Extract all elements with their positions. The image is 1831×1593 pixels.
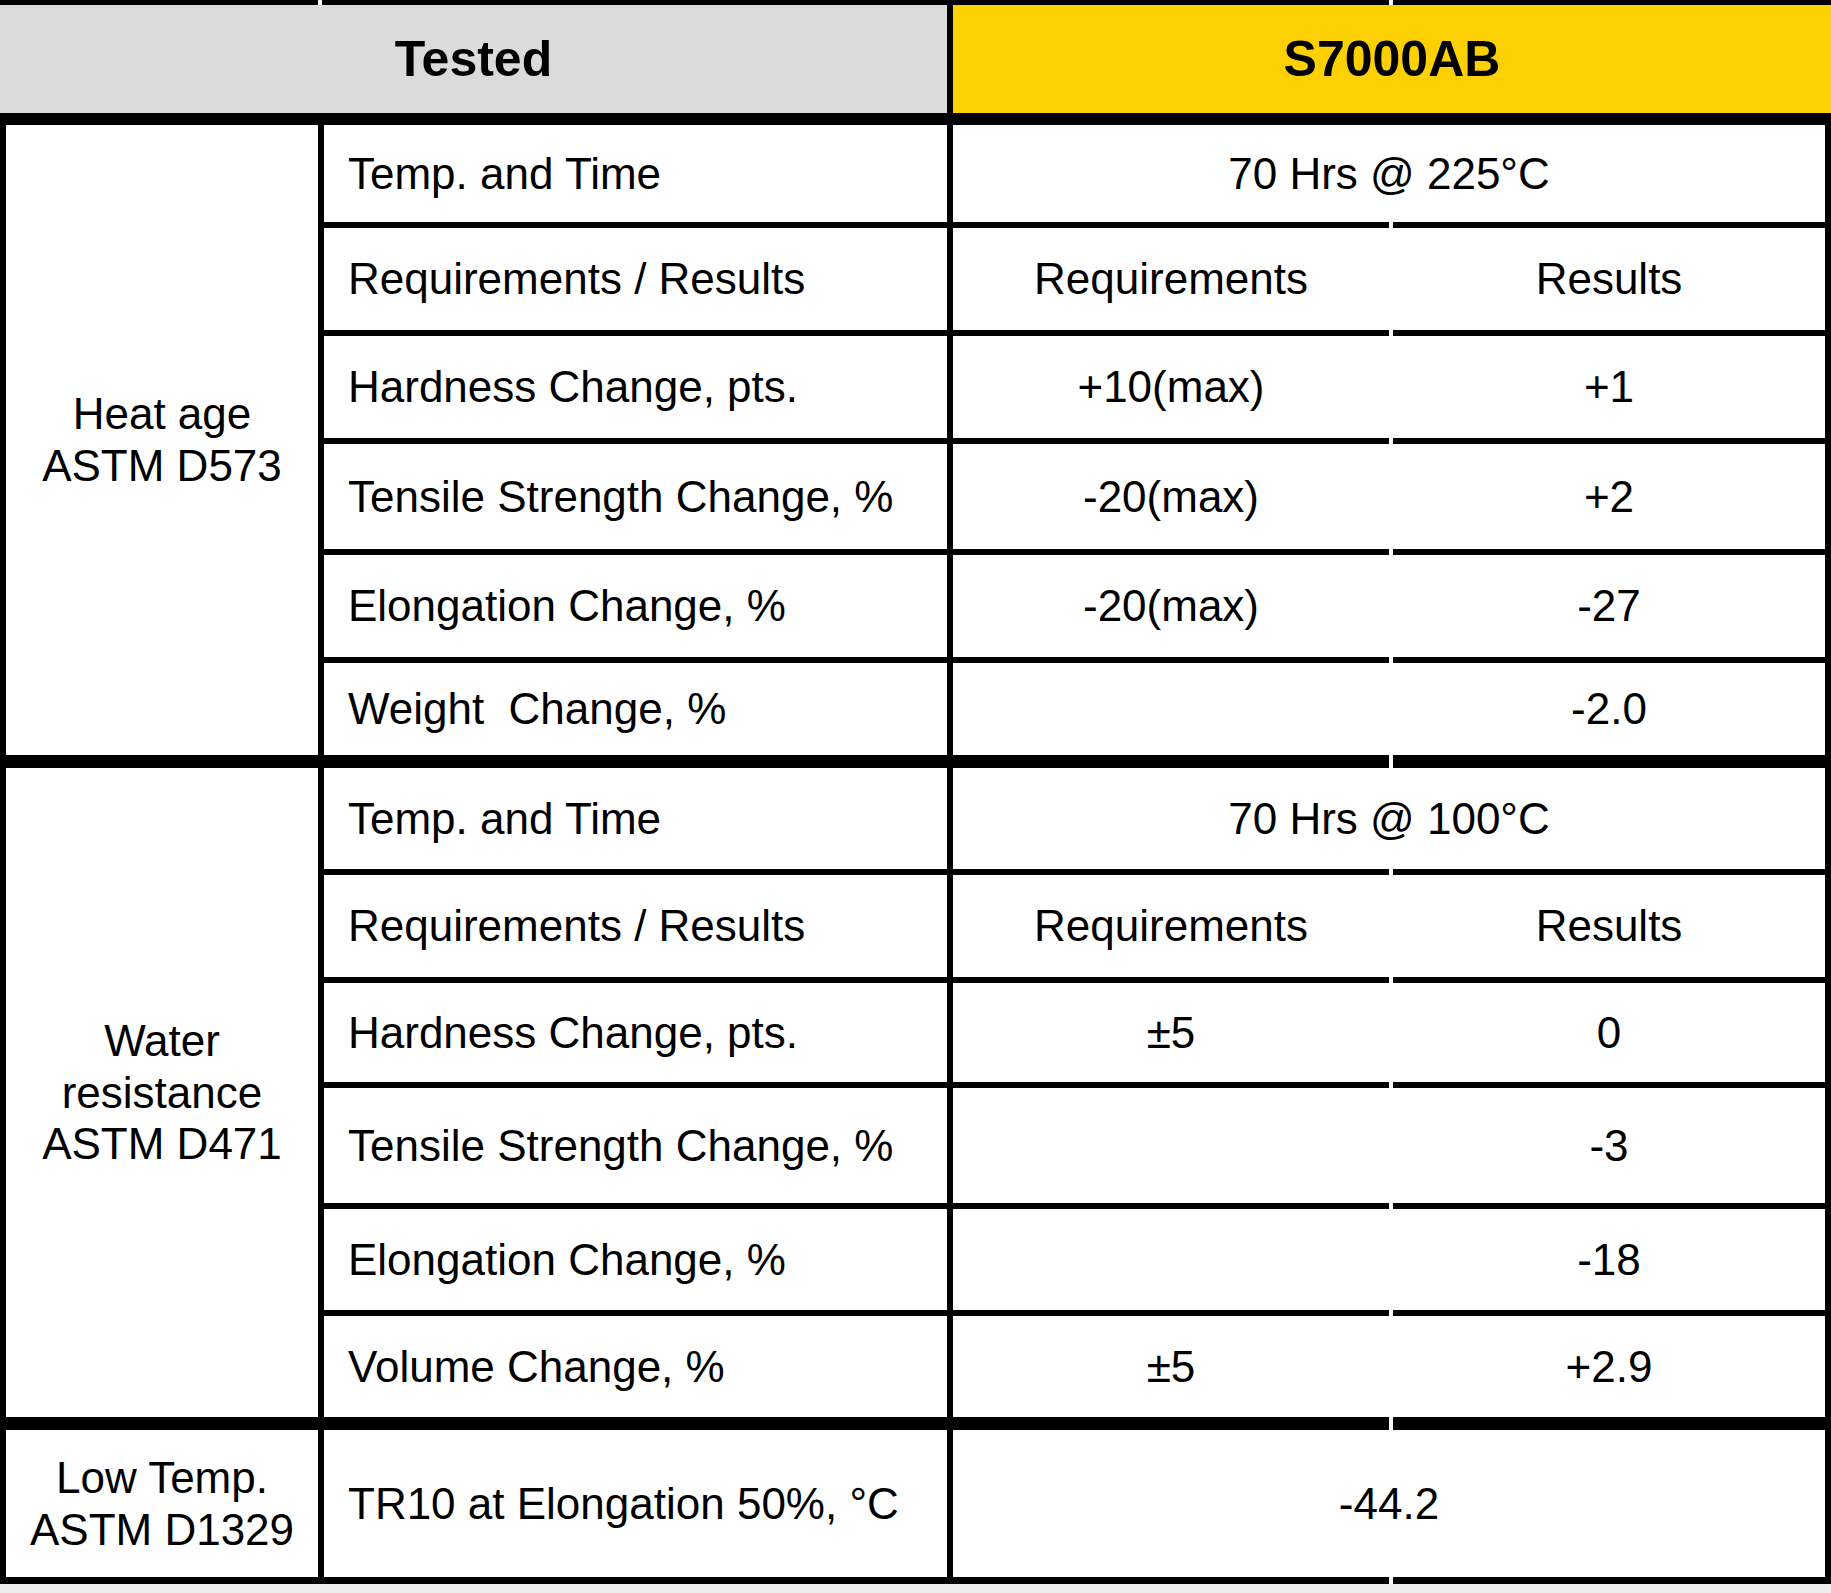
results-cell: +2.9 xyxy=(1393,1316,1825,1417)
table-row: Requirements / Results Requirements Resu… xyxy=(324,875,1825,977)
results-cell: +2 xyxy=(1393,444,1825,549)
table-row: Volume Change, % ±5 +2.9 xyxy=(324,1316,1825,1417)
header-bottom-rule xyxy=(0,113,1831,125)
group-cell-heat-age: Heat age ASTM D573 xyxy=(6,125,318,755)
group-cell-low-temp: Low Temp. ASTM D1329 xyxy=(6,1430,318,1577)
requirements-cell: -20(max) xyxy=(953,444,1389,549)
section-heat-age: Heat age ASTM D573 Temp. and Time 70 Hrs… xyxy=(6,125,1825,755)
requirements-cell: ±5 xyxy=(953,983,1389,1082)
requirements-cell xyxy=(953,1209,1389,1310)
table-row: Temp. and Time 70 Hrs @ 100°C xyxy=(324,768,1825,869)
tested-header-cell: Tested xyxy=(0,5,947,113)
table-row: Requirements / Results Requirements Resu… xyxy=(324,228,1825,330)
table-row: Hardness Change, pts. ±5 0 xyxy=(324,983,1825,1082)
table-row: Hardness Change, pts. +10(max) +1 xyxy=(324,336,1825,438)
table-row: Tensile Strength Change, % -20(max) +2 xyxy=(324,444,1825,549)
param-cell: Tensile Strength Change, % xyxy=(324,444,947,549)
results-cell: -3 xyxy=(1393,1088,1825,1203)
table-row: Tensile Strength Change, % -3 xyxy=(324,1088,1825,1203)
span-value-cell: 70 Hrs @ 225°C xyxy=(953,125,1825,222)
table-body: Heat age ASTM D573 Temp. and Time 70 Hrs… xyxy=(0,125,1831,1577)
requirements-cell: Requirements xyxy=(953,875,1389,977)
param-cell: Weight Change, % xyxy=(324,663,947,755)
table-bottom-border xyxy=(0,1577,1831,1584)
param-cell: Elongation Change, % xyxy=(324,1209,947,1310)
param-cell: Tensile Strength Change, % xyxy=(324,1088,947,1203)
header-row: Tested S7000AB xyxy=(0,5,1831,113)
page-background-strip xyxy=(0,1584,1831,1593)
results-cell: +1 xyxy=(1393,336,1825,438)
results-cell: 0 xyxy=(1393,983,1825,1082)
requirements-cell: ±5 xyxy=(953,1316,1389,1417)
table-row: Elongation Change, % -20(max) -27 xyxy=(324,555,1825,657)
requirements-cell: Requirements xyxy=(953,228,1389,330)
param-cell: Requirements / Results xyxy=(324,875,947,977)
param-cell: TR10 at Elongation 50%, °C xyxy=(324,1430,947,1577)
tested-header-label: Tested xyxy=(395,30,552,89)
requirements-cell xyxy=(953,663,1389,755)
table-row: TR10 at Elongation 50%, °C -44.2 xyxy=(324,1430,1825,1577)
param-cell: Volume Change, % xyxy=(324,1316,947,1417)
group-cell-water-resistance: Water resistance ASTM D471 xyxy=(6,768,318,1417)
section-water-resistance: Water resistance ASTM D471 Temp. and Tim… xyxy=(6,768,1825,1417)
results-cell: -18 xyxy=(1393,1209,1825,1310)
requirements-cell: +10(max) xyxy=(953,336,1389,438)
param-cell: Temp. and Time xyxy=(324,768,947,869)
results-cell: Results xyxy=(1393,875,1825,977)
table-row: Elongation Change, % -18 xyxy=(324,1209,1825,1310)
results-cell: Results xyxy=(1393,228,1825,330)
test-results-table: Tested S7000AB Heat age ASTM D573 Temp. … xyxy=(0,0,1831,1593)
param-cell: Requirements / Results xyxy=(324,228,947,330)
param-cell: Hardness Change, pts. xyxy=(324,983,947,1082)
param-cell: Hardness Change, pts. xyxy=(324,336,947,438)
span-value-cell: -44.2 xyxy=(953,1430,1825,1577)
product-header-cell: S7000AB xyxy=(953,5,1831,113)
product-header-label: S7000AB xyxy=(1284,30,1501,89)
section-divider xyxy=(6,755,1825,768)
section-divider xyxy=(6,1417,1825,1430)
requirements-cell: -20(max) xyxy=(953,555,1389,657)
param-cell: Temp. and Time xyxy=(324,125,947,222)
section-low-temp: Low Temp. ASTM D1329 TR10 at Elongation … xyxy=(6,1430,1825,1577)
param-cell: Elongation Change, % xyxy=(324,555,947,657)
table-row: Weight Change, % -2.0 xyxy=(324,663,1825,755)
requirements-cell xyxy=(953,1088,1389,1203)
results-cell: -2.0 xyxy=(1393,663,1825,755)
span-value-cell: 70 Hrs @ 100°C xyxy=(953,768,1825,869)
table-row: Temp. and Time 70 Hrs @ 225°C xyxy=(324,125,1825,222)
results-cell: -27 xyxy=(1393,555,1825,657)
